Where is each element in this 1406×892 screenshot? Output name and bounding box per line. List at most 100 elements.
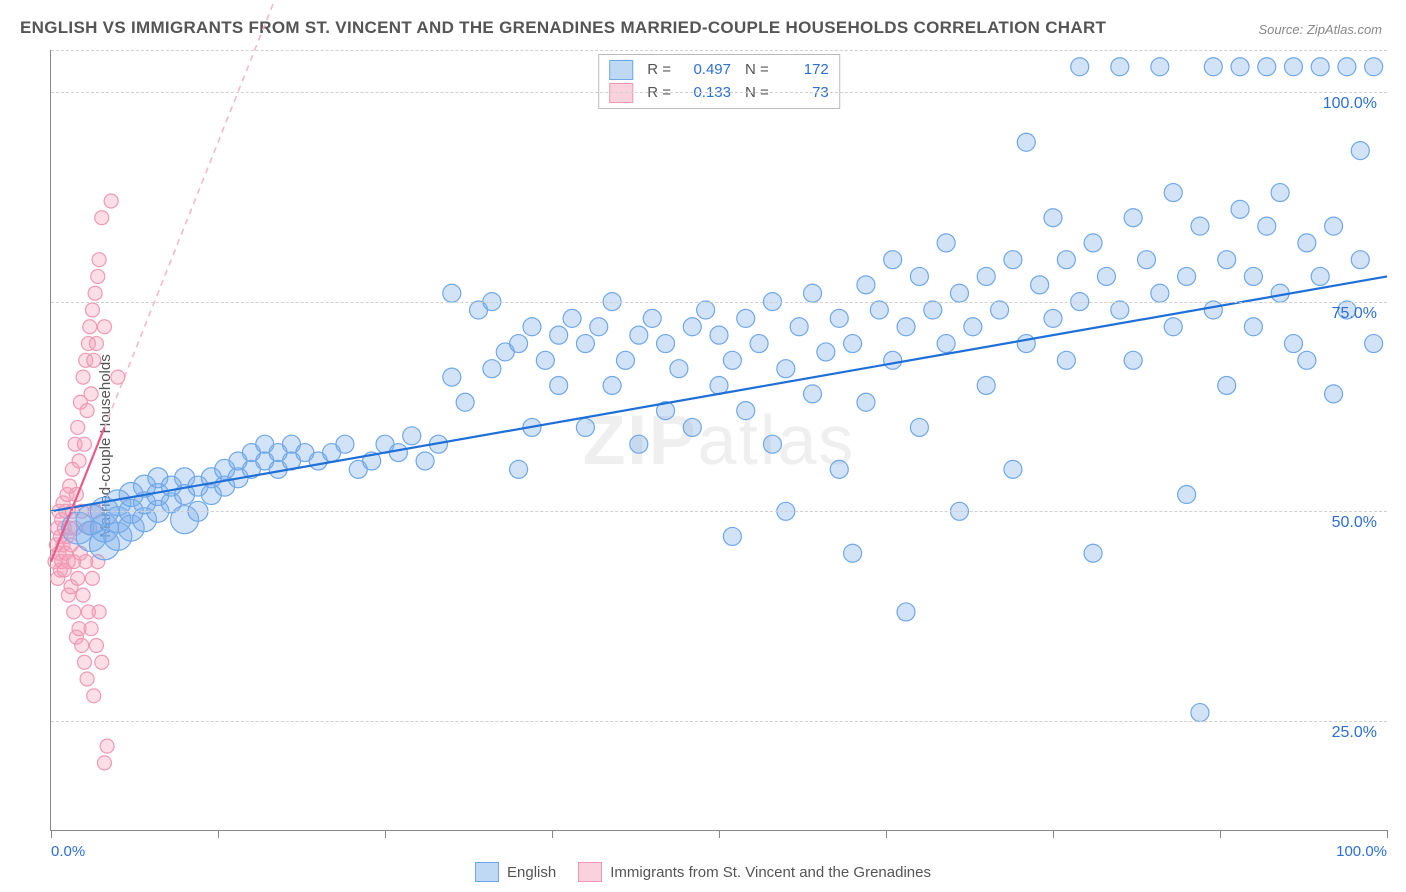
data-point-blue (1311, 267, 1329, 285)
data-point-blue (884, 351, 902, 369)
data-point-blue (1084, 234, 1102, 252)
data-point-blue (1084, 544, 1102, 562)
data-point-pink (85, 303, 99, 317)
data-point-blue (924, 301, 942, 319)
data-point-pink (76, 588, 90, 602)
data-point-blue (1004, 460, 1022, 478)
data-point-blue (1338, 58, 1356, 76)
x-tick (1220, 830, 1221, 838)
gridline (51, 92, 1387, 93)
data-point-blue (1151, 284, 1169, 302)
data-point-blue (937, 335, 955, 353)
data-point-blue (897, 318, 915, 336)
legend-correlation: R = 0.497 N = 172 R = 0.133 N = 73 (598, 54, 840, 109)
data-point-blue (1325, 385, 1343, 403)
data-point-blue (1191, 704, 1209, 722)
data-point-pink (91, 269, 105, 283)
data-point-blue (737, 402, 755, 420)
data-point-blue (456, 393, 474, 411)
data-point-blue (1271, 184, 1289, 202)
data-point-pink (95, 211, 109, 225)
data-point-blue (1057, 251, 1075, 269)
data-point-pink (89, 638, 103, 652)
data-point-blue (857, 276, 875, 294)
data-point-blue (763, 435, 781, 453)
data-point-blue (1311, 58, 1329, 76)
data-point-blue (563, 309, 581, 327)
data-point-blue (977, 376, 995, 394)
source-attribution: Source: ZipAtlas.com (1258, 22, 1382, 37)
data-point-blue (1218, 376, 1236, 394)
data-point-blue (336, 435, 354, 453)
data-point-blue (750, 335, 768, 353)
data-point-blue (737, 309, 755, 327)
data-point-blue (576, 418, 594, 436)
data-point-blue (576, 335, 594, 353)
data-point-pink (67, 605, 81, 619)
data-point-blue (1298, 351, 1316, 369)
data-point-pink (92, 605, 106, 619)
data-point-blue (1138, 251, 1156, 269)
data-point-pink (89, 337, 103, 351)
data-point-pink (83, 320, 97, 334)
data-point-blue (670, 360, 688, 378)
legend-item: English (475, 862, 556, 882)
data-point-blue (1191, 217, 1209, 235)
data-point-blue (416, 452, 434, 470)
data-point-blue (804, 284, 822, 302)
data-point-blue (897, 603, 915, 621)
data-point-pink (84, 387, 98, 401)
data-point-blue (857, 393, 875, 411)
data-point-pink (87, 353, 101, 367)
data-point-pink (77, 655, 91, 669)
data-point-blue (950, 284, 968, 302)
data-point-blue (630, 435, 648, 453)
gridline (51, 50, 1387, 51)
data-point-blue (1351, 251, 1369, 269)
plot-area: ZIPatlas R = 0.497 N = 172 R = 0.133 N =… (50, 50, 1387, 831)
data-point-blue (844, 544, 862, 562)
legend-r-value: 0.497 (685, 59, 731, 82)
data-point-blue (443, 368, 461, 386)
legend-item: Immigrants from St. Vincent and the Gren… (578, 862, 931, 882)
data-point-blue (1031, 276, 1049, 294)
data-point-blue (550, 376, 568, 394)
data-point-blue (1178, 267, 1196, 285)
x-tick (1053, 830, 1054, 838)
data-point-pink (97, 756, 111, 770)
data-point-pink (85, 571, 99, 585)
data-point-blue (1044, 309, 1062, 327)
data-point-blue (657, 335, 675, 353)
data-point-blue (1178, 486, 1196, 504)
data-point-blue (483, 360, 501, 378)
data-point-blue (1017, 335, 1035, 353)
data-point-pink (71, 420, 85, 434)
data-point-blue (590, 318, 608, 336)
data-point-blue (443, 284, 461, 302)
data-point-pink (75, 638, 89, 652)
data-point-blue (697, 301, 715, 319)
data-point-blue (710, 326, 728, 344)
data-point-blue (790, 318, 808, 336)
data-point-blue (1258, 58, 1276, 76)
chart-svg (51, 50, 1387, 830)
x-tick (51, 830, 52, 838)
legend-label: Immigrants from St. Vincent and the Gren… (610, 864, 931, 881)
data-point-blue (603, 376, 621, 394)
data-point-blue (884, 251, 902, 269)
data-point-blue (991, 301, 1009, 319)
data-point-blue (1111, 58, 1129, 76)
legend-n-label: N = (745, 59, 769, 82)
data-point-blue (403, 427, 421, 445)
data-point-blue (1204, 301, 1222, 319)
data-point-blue (977, 267, 995, 285)
data-point-blue (937, 234, 955, 252)
data-point-blue (1351, 142, 1369, 160)
legend-swatch (609, 60, 633, 80)
data-point-blue (1284, 58, 1302, 76)
data-point-blue (870, 301, 888, 319)
data-point-blue (510, 460, 528, 478)
data-point-pink (92, 253, 106, 267)
legend-r-label: R = (647, 59, 671, 82)
data-point-blue (1218, 251, 1236, 269)
